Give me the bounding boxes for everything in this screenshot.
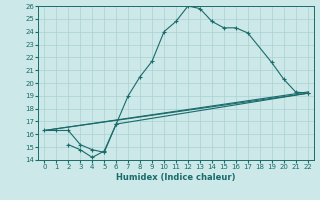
X-axis label: Humidex (Indice chaleur): Humidex (Indice chaleur) (116, 173, 236, 182)
